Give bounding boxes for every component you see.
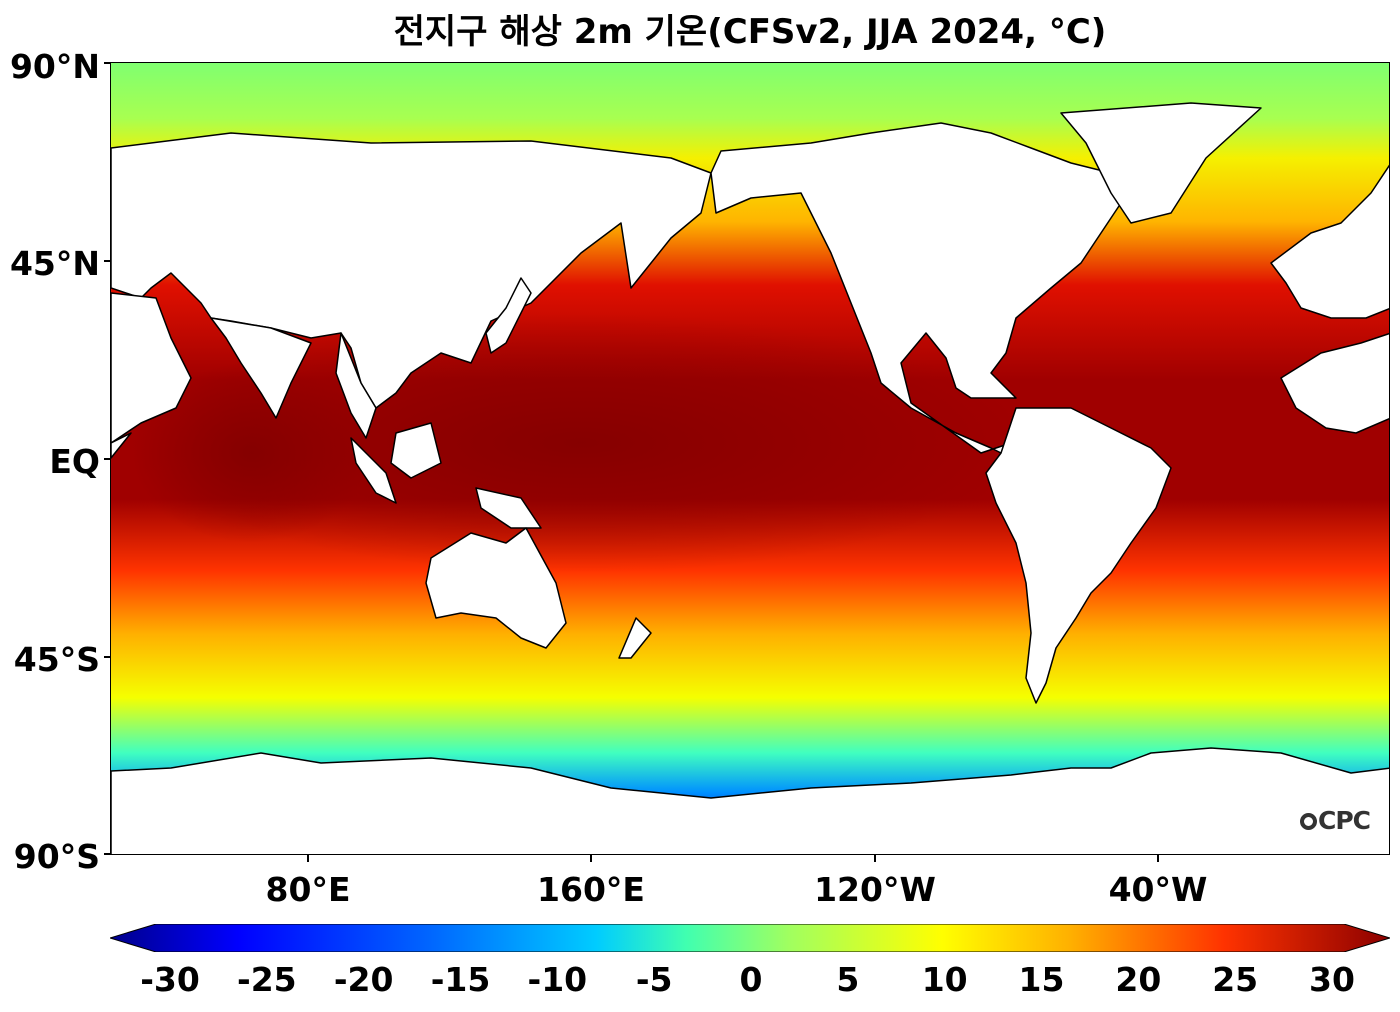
y-tick	[104, 853, 111, 855]
x-label-80e: 80°E	[265, 870, 351, 909]
colorbar-tick-label: -10	[527, 960, 588, 999]
x-label-120w: 120°W	[814, 870, 936, 909]
colorbar-fill	[110, 924, 1390, 952]
new-zealand	[618, 617, 652, 659]
colorbar-tick-label: -15	[430, 960, 491, 999]
colorbar-tick-label: 5	[836, 960, 860, 999]
warm-pool-indian	[131, 363, 371, 543]
colorbar-tick-label: -30	[140, 960, 200, 999]
x-tick	[874, 855, 876, 862]
sumatra	[350, 437, 397, 504]
cpc-logo: CPC	[1300, 806, 1371, 835]
africa-horn	[111, 432, 132, 459]
y-tick	[104, 62, 111, 64]
x-tick	[1157, 855, 1159, 862]
colorbar-tick-label: -25	[237, 960, 297, 999]
colorbar-tick-label: 20	[1115, 960, 1162, 999]
north-america	[710, 122, 1122, 459]
y-label-45n: 45°N	[9, 244, 100, 283]
cpc-ring-icon	[1300, 813, 1317, 830]
colorbar	[110, 924, 1390, 952]
map-panel	[110, 62, 1390, 855]
africa-west	[1280, 332, 1389, 434]
colorbar-tick-label: 30	[1309, 960, 1355, 999]
borneo	[390, 422, 442, 479]
colorbar-tick-label: -20	[333, 960, 394, 999]
x-tick	[307, 855, 309, 862]
y-tick	[104, 260, 111, 262]
colorbar-tick-label: 25	[1212, 960, 1259, 999]
y-label-eq: EQ	[49, 442, 100, 481]
australia	[425, 527, 567, 649]
colorbar-tick-label: 0	[739, 960, 763, 999]
x-label-40w: 40°W	[1108, 870, 1208, 909]
colorbar-tick-label: -5	[635, 960, 673, 999]
south-america	[985, 407, 1172, 704]
colorbar-tick-label: 10	[921, 960, 968, 999]
y-label-90s: 90°S	[13, 837, 100, 876]
y-tick	[104, 656, 111, 658]
land-masses	[111, 102, 1389, 854]
y-tick	[104, 458, 111, 460]
antarctica	[111, 747, 1389, 854]
y-label-90n: 90°N	[9, 47, 100, 86]
figure-title: 전지구 해상 2m 기온(CFSv2, JJA 2024, °C)	[393, 12, 1107, 52]
temperature-map	[111, 63, 1389, 854]
india	[210, 317, 312, 419]
indochina	[335, 332, 377, 439]
colorbar-tick-label: 15	[1018, 960, 1065, 999]
japan	[485, 277, 532, 354]
europe	[1270, 164, 1389, 319]
y-label-45s: 45°S	[13, 640, 100, 679]
x-tick	[590, 855, 592, 862]
greenland	[1060, 102, 1262, 224]
x-label-160e: 160°E	[537, 870, 645, 909]
